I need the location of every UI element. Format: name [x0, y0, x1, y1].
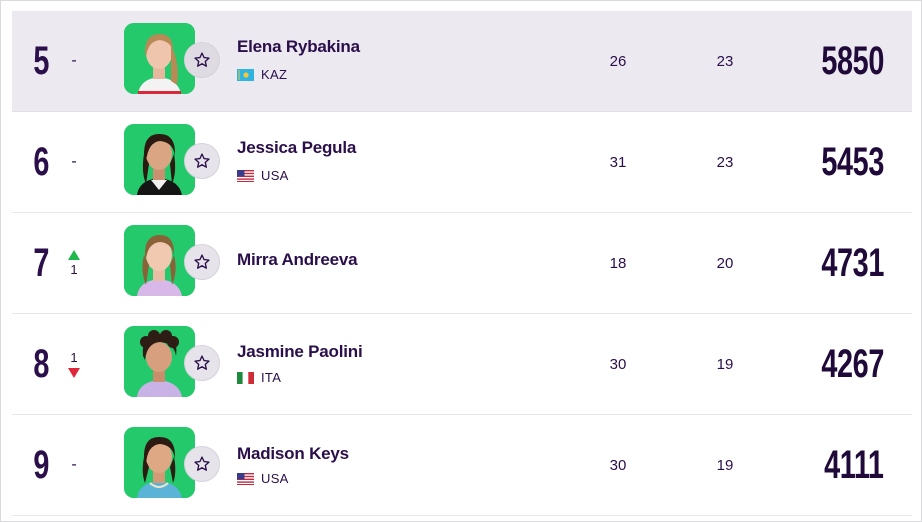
star-outline-icon	[194, 355, 210, 370]
no-change-indicator: -	[71, 153, 77, 170]
player-name[interactable]: Mirra Andreeva	[237, 250, 358, 269]
stat-col-2: 23	[716, 52, 734, 70]
stat-col-2: 23	[716, 153, 734, 171]
stat-col-1: 30	[609, 355, 627, 373]
favorite-button[interactable]	[184, 345, 220, 381]
stat-col-2: 20	[716, 254, 734, 272]
rank-change-value: 1	[70, 261, 78, 277]
ranking-row[interactable]: 7 1 Mirra Andreeva 18	[12, 213, 912, 314]
player-photo[interactable]	[124, 326, 195, 397]
rank-number: 7	[33, 240, 49, 285]
usa-flag-icon	[237, 169, 254, 182]
country-code: USA	[261, 471, 289, 486]
player-country: ITA	[237, 370, 281, 385]
kaz-flag-icon	[237, 68, 254, 81]
rank-movement: 1	[62, 314, 86, 414]
stat-col-2: 19	[716, 355, 734, 373]
star-outline-icon	[194, 254, 210, 269]
favorite-button[interactable]	[184, 446, 220, 482]
player-country: USA	[237, 168, 289, 183]
country-code: USA	[261, 168, 289, 183]
ranking-points: 5453	[821, 139, 884, 184]
rank-number: 9	[33, 442, 49, 487]
rank-up-arrow-icon	[68, 249, 80, 260]
player-name[interactable]: Elena Rybakina	[237, 37, 360, 56]
player-photo[interactable]	[124, 124, 195, 195]
stat-col-1: 30	[609, 456, 627, 474]
rank-movement: -	[62, 11, 86, 111]
player-name[interactable]: Madison Keys	[237, 444, 349, 463]
ita-flag-icon	[237, 371, 254, 384]
country-code: ITA	[261, 370, 282, 385]
player-country: KAZ	[237, 67, 287, 82]
star-outline-icon	[194, 52, 210, 67]
player-photo[interactable]	[124, 23, 195, 94]
player-country: USA	[237, 471, 289, 486]
ranking-row[interactable]: 8 1 Jasmine Paolini	[12, 314, 912, 415]
ranking-points: 4111	[824, 442, 885, 487]
rank-movement: 1	[62, 213, 86, 313]
stat-col-1: 18	[609, 254, 627, 272]
player-photo[interactable]	[124, 225, 195, 296]
ranking-row[interactable]: 5 - Elena Rybakina	[12, 11, 912, 112]
stat-col-1: 31	[609, 153, 627, 171]
ranking-points: 4731	[821, 240, 884, 285]
player-name[interactable]: Jessica Pegula	[237, 138, 357, 157]
usa-flag-icon	[237, 472, 254, 485]
rank-number: 6	[33, 139, 49, 184]
stat-col-2: 19	[716, 456, 734, 474]
country-code: KAZ	[261, 67, 288, 82]
rank-movement: -	[62, 112, 86, 212]
rank-number: 5	[33, 38, 49, 83]
rank-down-arrow-icon	[68, 367, 80, 378]
ranking-row[interactable]: 6 - Jessica Pegula	[12, 112, 912, 213]
rankings-table: 5 - Elena Rybakina	[12, 11, 912, 516]
star-outline-icon	[194, 153, 210, 168]
rank-movement: -	[62, 415, 86, 515]
no-change-indicator: -	[71, 52, 77, 69]
favorite-button[interactable]	[184, 244, 220, 280]
ranking-points: 4267	[821, 341, 884, 386]
rank-change-value: 1	[70, 349, 78, 365]
player-name[interactable]: Jasmine Paolini	[237, 342, 363, 361]
star-outline-icon	[194, 456, 210, 471]
no-change-indicator: -	[71, 456, 77, 473]
rank-number: 8	[33, 341, 49, 386]
stat-col-1: 26	[609, 52, 627, 70]
ranking-points: 5850	[821, 38, 884, 83]
favorite-button[interactable]	[184, 42, 220, 78]
ranking-row[interactable]: 9 - Madison Keys	[12, 415, 912, 516]
player-photo[interactable]	[124, 427, 195, 498]
favorite-button[interactable]	[184, 143, 220, 179]
